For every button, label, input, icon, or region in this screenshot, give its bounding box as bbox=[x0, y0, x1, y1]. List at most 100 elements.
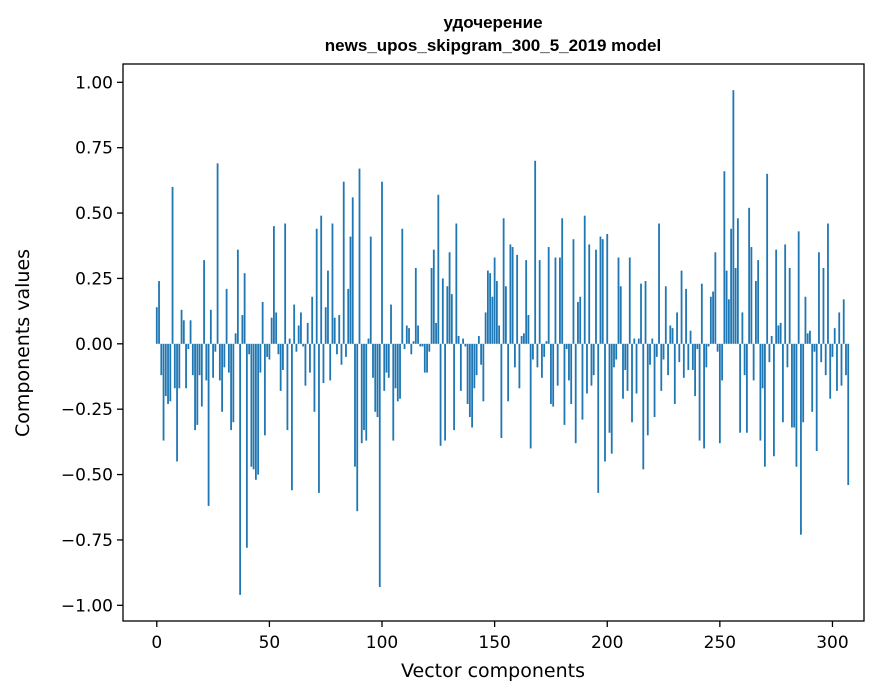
bar-256 bbox=[732, 90, 735, 344]
x-tick-label: 200 bbox=[591, 633, 623, 653]
bar-32 bbox=[227, 343, 230, 373]
bar-258 bbox=[736, 218, 739, 344]
bar-135 bbox=[459, 343, 462, 391]
bar-243 bbox=[703, 343, 705, 449]
bar-31 bbox=[225, 288, 228, 344]
bar-188 bbox=[579, 296, 582, 344]
bar-228 bbox=[669, 325, 672, 344]
bar-99 bbox=[378, 343, 381, 588]
bar-62 bbox=[295, 343, 298, 352]
bar-18 bbox=[196, 343, 199, 425]
bar-198 bbox=[601, 239, 604, 344]
bar-260 bbox=[741, 312, 744, 344]
bar-273 bbox=[770, 335, 773, 344]
bar-134 bbox=[457, 335, 460, 344]
bar-10 bbox=[178, 343, 181, 389]
bar-304 bbox=[840, 343, 843, 386]
bar-37 bbox=[239, 343, 242, 595]
bar-25 bbox=[212, 343, 214, 378]
bar-250 bbox=[718, 343, 721, 444]
bar-263 bbox=[748, 207, 751, 344]
bar-30 bbox=[223, 343, 226, 368]
bar-123 bbox=[432, 249, 435, 344]
bar-67 bbox=[306, 322, 309, 344]
bar-287 bbox=[802, 343, 805, 423]
bar-244 bbox=[705, 343, 708, 368]
bar-22 bbox=[205, 343, 208, 381]
bar-197 bbox=[599, 236, 602, 344]
bar-94 bbox=[367, 338, 370, 344]
bar-121 bbox=[428, 343, 431, 352]
bar-56 bbox=[282, 343, 284, 370]
bar-20 bbox=[200, 343, 203, 407]
bar-158 bbox=[511, 247, 514, 344]
bar-212 bbox=[633, 338, 636, 344]
bar-172 bbox=[543, 343, 546, 357]
bar-60 bbox=[291, 343, 293, 491]
bar-127 bbox=[441, 278, 444, 344]
bar-154 bbox=[502, 218, 505, 344]
bar-216 bbox=[642, 343, 645, 470]
bar-153 bbox=[500, 343, 503, 438]
bar-52 bbox=[273, 226, 275, 344]
bar-167 bbox=[532, 343, 534, 360]
bar-284 bbox=[795, 343, 798, 467]
bar-111 bbox=[405, 325, 408, 344]
bar-248 bbox=[714, 252, 717, 344]
bar-131 bbox=[450, 294, 453, 344]
bar-255 bbox=[730, 228, 733, 344]
bar-150 bbox=[493, 257, 496, 344]
bar-160 bbox=[516, 254, 519, 344]
bar-276 bbox=[777, 325, 780, 344]
bar-15 bbox=[189, 320, 192, 344]
bar-275 bbox=[775, 249, 778, 344]
bar-305 bbox=[842, 299, 845, 344]
bar-89 bbox=[356, 343, 359, 512]
bar-103 bbox=[387, 343, 390, 378]
bar-118 bbox=[421, 343, 424, 347]
bar-298 bbox=[827, 223, 829, 344]
bar-42 bbox=[250, 343, 253, 467]
bar-279 bbox=[784, 244, 787, 344]
x-axis-ticks: 0 50 100 150 200 250 300 bbox=[151, 621, 849, 653]
bar-0 bbox=[155, 307, 158, 344]
bar-132 bbox=[453, 343, 455, 431]
bar-74 bbox=[322, 343, 325, 384]
bar-211 bbox=[631, 343, 633, 423]
bar-130 bbox=[448, 252, 451, 344]
bar-296 bbox=[822, 267, 825, 344]
bar-61 bbox=[293, 304, 296, 344]
bar-254 bbox=[727, 299, 730, 344]
bar-219 bbox=[649, 343, 651, 365]
bar-301 bbox=[833, 328, 836, 344]
bar-120 bbox=[426, 343, 428, 373]
bar-113 bbox=[410, 343, 413, 355]
bar-205 bbox=[617, 257, 620, 344]
bar-115 bbox=[414, 267, 417, 344]
bar-183 bbox=[568, 343, 570, 381]
bar-102 bbox=[385, 343, 388, 373]
bar-201 bbox=[608, 343, 611, 433]
bar-156 bbox=[507, 343, 510, 402]
bar-75 bbox=[324, 307, 327, 344]
bar-257 bbox=[734, 267, 737, 344]
bar-19 bbox=[198, 343, 201, 376]
bar-11 bbox=[180, 309, 183, 344]
bar-7 bbox=[171, 186, 174, 344]
bar-78 bbox=[331, 223, 334, 344]
bar-101 bbox=[383, 343, 386, 391]
bar-58 bbox=[286, 343, 289, 431]
bar-105 bbox=[392, 343, 395, 441]
x-tick-label: 150 bbox=[478, 633, 510, 653]
bar-165 bbox=[527, 315, 530, 344]
bar-66 bbox=[304, 343, 307, 386]
bar-272 bbox=[768, 343, 771, 363]
bar-270 bbox=[764, 343, 766, 467]
bar-76 bbox=[327, 270, 329, 344]
bar-261 bbox=[743, 343, 746, 376]
bar-166 bbox=[529, 343, 532, 449]
bar-297 bbox=[824, 343, 827, 376]
bar-144 bbox=[480, 343, 483, 365]
bar-95 bbox=[369, 236, 372, 344]
